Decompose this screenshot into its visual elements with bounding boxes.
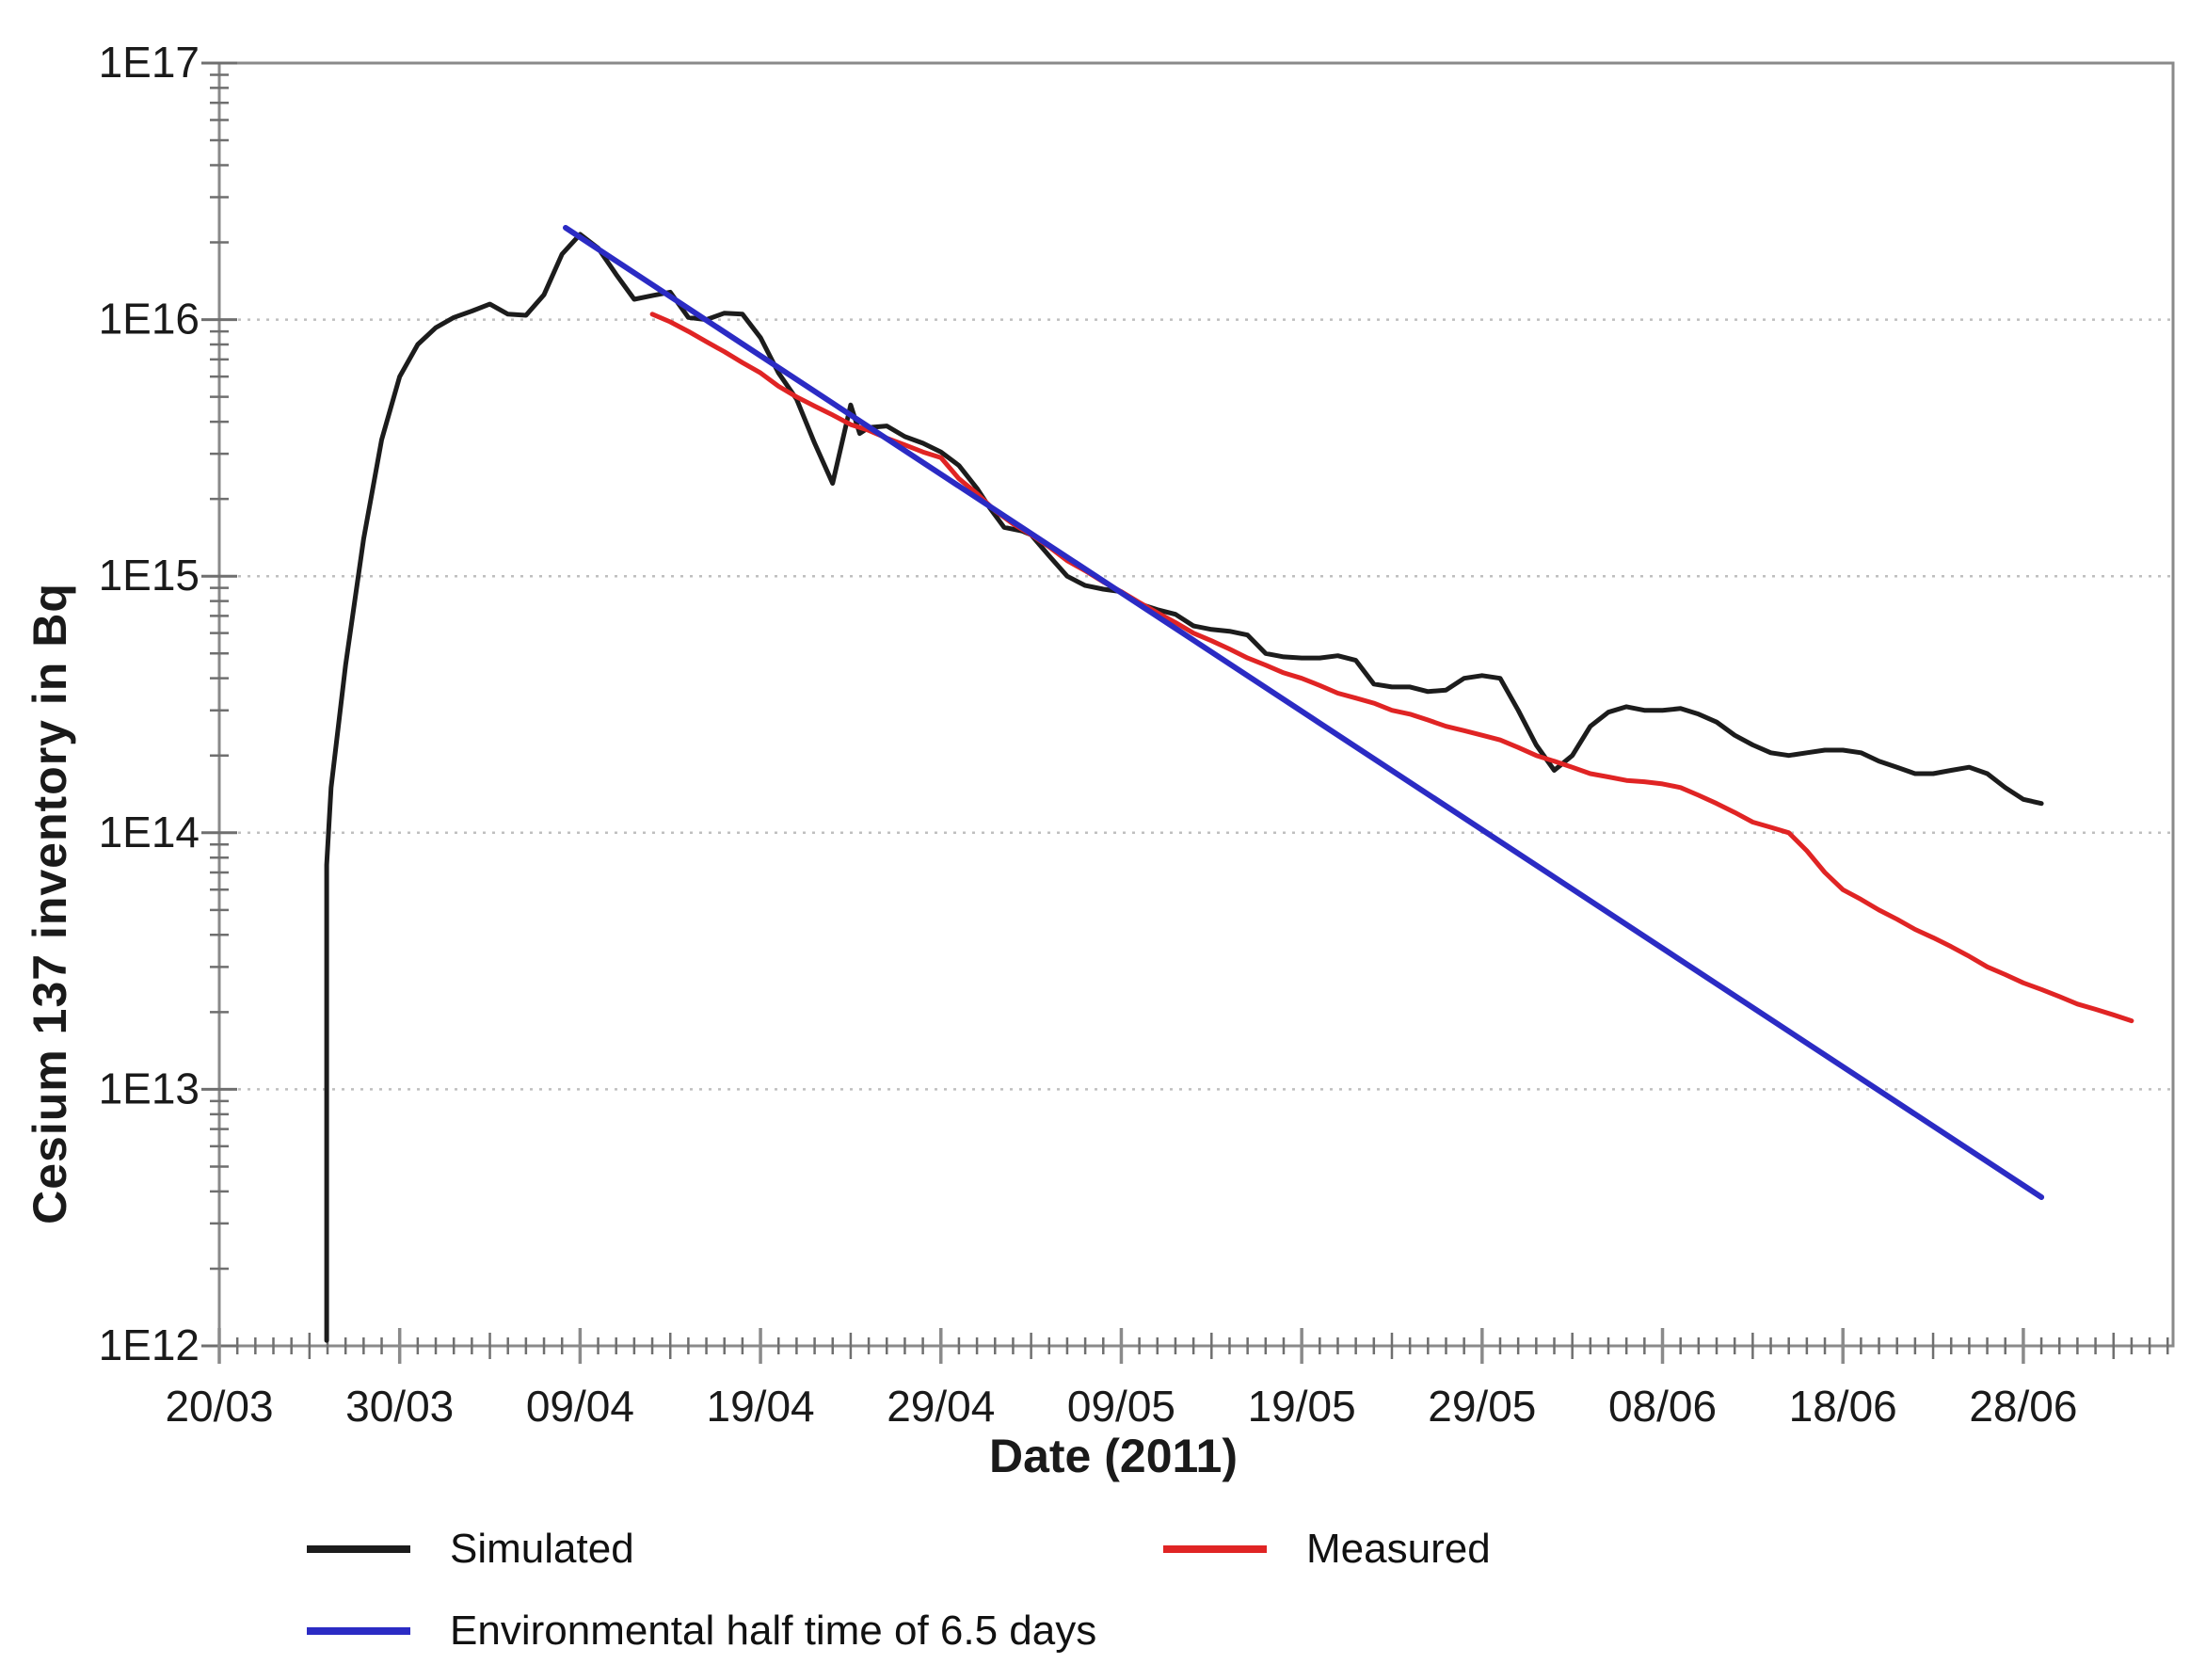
x-axis-title: Date (2011) xyxy=(988,1430,1239,1482)
legend-label: Measured xyxy=(1306,1526,1491,1572)
y-tick-label: 1E14 xyxy=(99,808,200,856)
x-tick-label: 28/06 xyxy=(1969,1382,2077,1431)
x-tick-label: 08/06 xyxy=(1608,1382,1717,1431)
y-tick-label: 1E16 xyxy=(99,295,200,344)
y-tick-label: 1E17 xyxy=(99,38,200,87)
x-tick-label: 09/05 xyxy=(1067,1382,1175,1431)
x-tick-label: 09/04 xyxy=(526,1382,634,1431)
x-tick-label: 20/03 xyxy=(165,1382,273,1431)
y-tick-label: 1E15 xyxy=(99,551,200,600)
x-tick-label: 29/04 xyxy=(887,1382,995,1431)
plot-border xyxy=(217,61,2175,1348)
x-tick-label: 18/06 xyxy=(1789,1382,1897,1431)
legend-item-simulated: Simulated xyxy=(307,1521,634,1577)
legend-item-environmental-half-time-of-6-5-days: Environmental half time of 6.5 days xyxy=(307,1603,1096,1659)
legend-item-measured: Measured xyxy=(1163,1521,1491,1577)
y-tick-label: 1E12 xyxy=(99,1320,200,1369)
x-tick-label: 30/03 xyxy=(345,1382,454,1431)
series-line-measured xyxy=(649,312,2134,1024)
series-line-simulated xyxy=(324,232,2044,1343)
x-tick-label: 19/05 xyxy=(1248,1382,1356,1431)
y-axis-title: Cesium 137 inventory in Bq xyxy=(24,583,76,1224)
legend-line-swatch xyxy=(1163,1545,1267,1553)
series-line-environmental-half-time-of-6-5-days xyxy=(563,225,2045,1200)
legend-label: Environmental half time of 6.5 days xyxy=(450,1608,1097,1654)
legend-line-swatch xyxy=(307,1545,410,1553)
x-tick-label: 19/04 xyxy=(707,1382,815,1431)
legend-label: Simulated xyxy=(450,1526,634,1572)
legend-line-swatch xyxy=(307,1627,410,1635)
x-tick-label: 29/05 xyxy=(1428,1382,1536,1431)
y-tick-label: 1E13 xyxy=(99,1064,200,1112)
